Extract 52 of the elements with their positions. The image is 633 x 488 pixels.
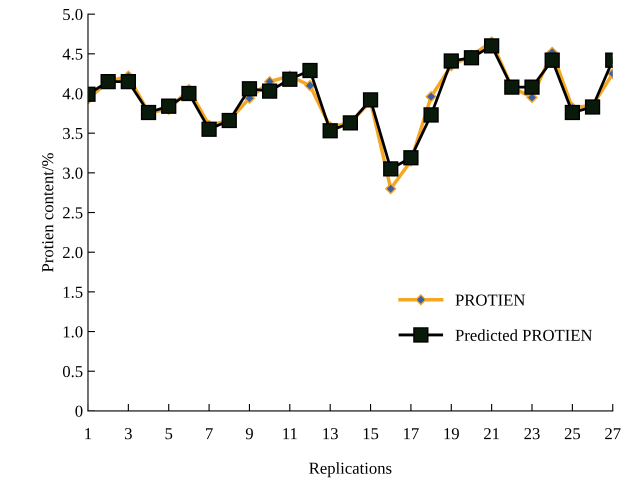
y-tick-label: 2.5 [63,207,82,219]
x-tick-label: 3 [124,428,132,440]
y-tick-label: 0 [75,406,82,417]
point [484,38,500,54]
point [444,53,459,69]
y-tick-label: 3.5 [63,128,82,140]
y-tick-label: 0.5 [62,366,82,378]
x-tick-label: 25 [564,428,580,440]
point [544,52,560,68]
x-tick-label: 19 [444,428,459,440]
x-tick-label: 27 [605,428,621,440]
x-tick-label: 23 [524,428,540,440]
legend-label: Predicted PROTIEN [456,329,592,341]
point [201,122,217,137]
point [304,80,316,92]
point [302,62,318,78]
point [403,150,419,166]
y-tick-label: 4.5 [62,48,82,60]
x-axis-title: Replications [309,462,392,478]
x-tick-label: 7 [206,428,213,440]
point [262,83,278,99]
y-tick-label: 3.0 [63,168,82,179]
x-tick-label: 11 [283,428,297,440]
y-tick-label: 2.0 [63,246,82,258]
point [120,74,136,90]
x-tick-label: 13 [323,428,338,440]
point [322,123,338,138]
y-axis-title: Protien content/% [42,153,54,272]
point [385,183,396,194]
y-tick-label: 4.0 [62,88,82,100]
point [282,72,298,87]
point [242,81,258,96]
y-tick-label: 5.0 [63,8,82,20]
point [383,161,398,177]
x-tick-label: 15 [364,428,378,440]
point [464,50,480,66]
y-tick-label: 1.5 [64,286,82,298]
point [161,98,176,114]
x-tick-label: 9 [246,428,253,440]
point [423,107,439,123]
y-tick-label: 1.0 [64,326,82,338]
x-tick-label: 1 [85,428,92,440]
point [524,80,540,95]
point [181,86,197,102]
point [362,92,378,108]
x-tick-label: 17 [404,428,419,440]
point [584,99,600,115]
point [425,91,437,102]
point [564,104,580,120]
x-tick-label: 5 [166,428,172,440]
x-tick-label: 21 [484,428,499,440]
legend-label: PROTIEN [456,294,526,306]
